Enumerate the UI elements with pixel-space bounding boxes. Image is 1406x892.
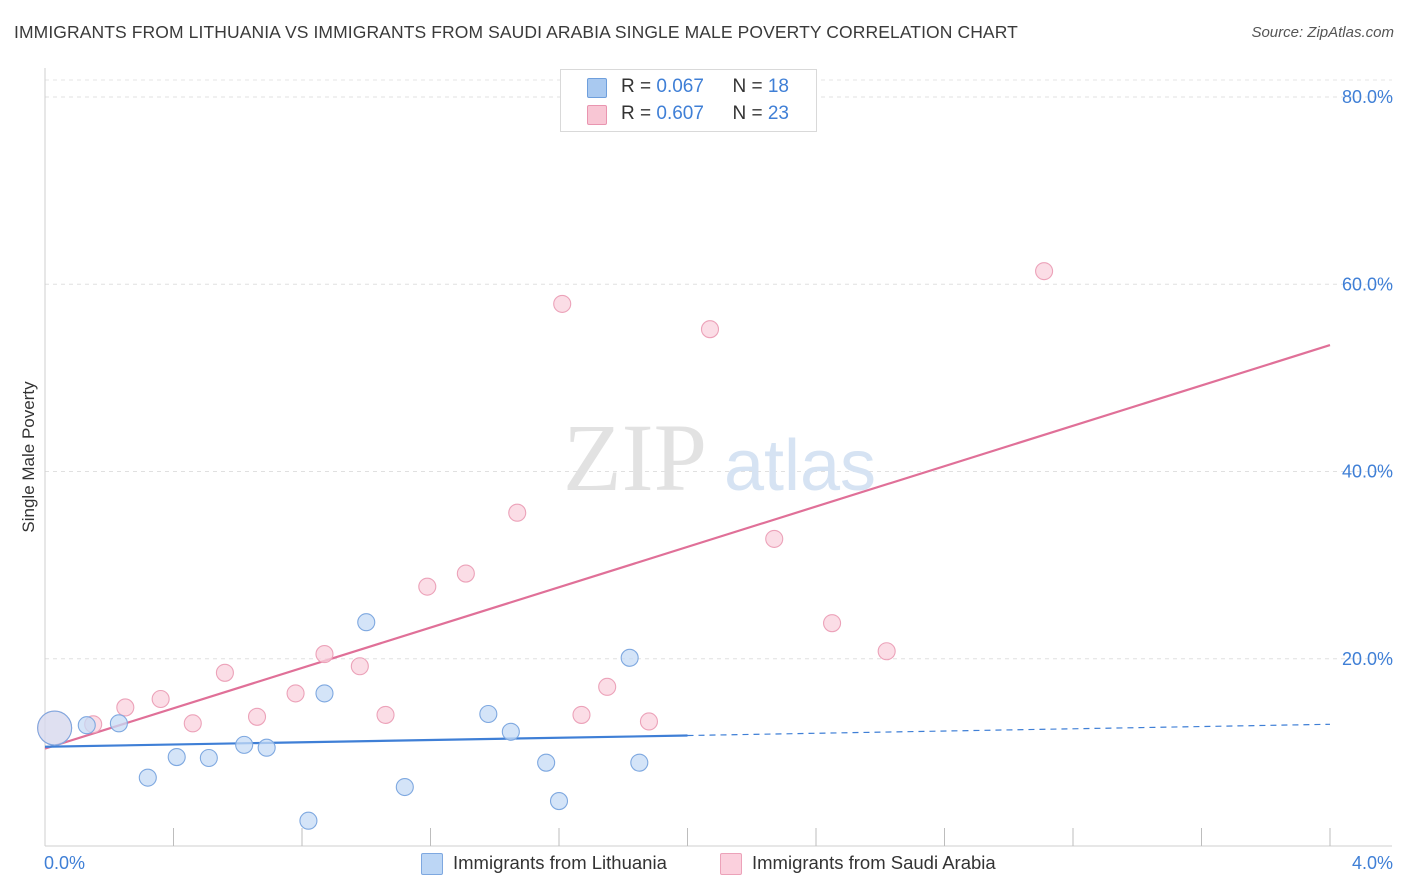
grid-lines: [45, 79, 1392, 660]
trend-line-saudi-arabia: [44, 344, 1331, 750]
legend-n-label: N =: [732, 76, 768, 97]
y-tick-labels: 20.0% 40.0% 60.0% 80.0%: [1342, 87, 1393, 669]
y-tick-label: 20.0%: [1342, 649, 1393, 669]
point-saudi-arabia: [376, 705, 395, 724]
y-tick-label: 40.0%: [1342, 462, 1393, 482]
point-saudi-arabia: [572, 705, 591, 724]
point-saudi-arabia: [183, 714, 202, 733]
bottom-legend-swatch-saudi-arabia: [720, 853, 742, 875]
point-lithuania: [630, 753, 649, 772]
point-lithuania: [299, 811, 318, 830]
trend-line-lithuania-extrapolated: [687, 723, 1331, 737]
point-lithuania: [37, 710, 73, 746]
point-lithuania: [549, 792, 569, 811]
x-tick-label-min: 0.0%: [44, 853, 85, 873]
point-saudi-arabia: [553, 294, 572, 313]
point-lithuania: [235, 735, 254, 754]
watermark-zip: ZIP: [563, 404, 707, 511]
point-saudi-arabia: [700, 320, 720, 339]
point-saudi-arabia: [418, 577, 437, 596]
point-saudi-arabia: [247, 707, 267, 726]
point-saudi-arabia: [286, 684, 305, 703]
point-lithuania: [167, 748, 186, 767]
point-lithuania: [109, 714, 128, 733]
legend-r-value-saudi-arabia: 0.607: [656, 103, 704, 124]
x-tick-labels: 0.0% 4.0%: [44, 853, 1393, 873]
legend-r-label: R =: [621, 76, 657, 97]
point-saudi-arabia: [823, 614, 842, 633]
point-lithuania: [257, 738, 276, 757]
legend-r-value-lithuania: 0.067: [656, 76, 704, 97]
point-saudi-arabia: [877, 642, 896, 661]
axes: [44, 68, 1392, 847]
point-lithuania: [77, 716, 96, 735]
point-lithuania: [357, 613, 376, 632]
point-lithuania: [479, 704, 498, 724]
point-lithuania: [138, 768, 157, 787]
correlation-legend: R = 0.067 N = 18 R = 0.607 N = 23: [560, 69, 817, 132]
data-points: [37, 262, 1054, 830]
bottom-legend-swatch-lithuania: [421, 853, 443, 875]
x-tick-label-max: 4.0%: [1352, 853, 1393, 873]
point-lithuania: [501, 722, 520, 741]
point-saudi-arabia: [350, 657, 369, 676]
point-lithuania: [537, 753, 556, 772]
point-saudi-arabia: [116, 698, 135, 717]
source-label: Source: ZipAtlas.com: [1251, 24, 1394, 41]
trend-line-lithuania: [44, 734, 688, 748]
point-lithuania: [199, 748, 218, 768]
point-saudi-arabia: [456, 564, 475, 583]
point-saudi-arabia: [1035, 262, 1054, 281]
point-saudi-arabia: [151, 689, 170, 709]
legend-swatch-lithuania: [587, 78, 607, 98]
chart-title: IMMIGRANTS FROM LITHUANIA VS IMMIGRANTS …: [14, 22, 1018, 42]
y-tick-label: 80.0%: [1342, 87, 1393, 107]
legend-r-label: R =: [621, 103, 657, 124]
legend-n-value-saudi-arabia: 23: [767, 103, 789, 124]
point-saudi-arabia: [598, 677, 617, 696]
point-lithuania: [395, 777, 414, 797]
trend-lines: [44, 344, 1331, 750]
legend-n-label: N =: [732, 103, 768, 124]
point-lithuania: [620, 648, 639, 667]
point-saudi-arabia: [215, 663, 234, 682]
point-saudi-arabia: [315, 645, 334, 664]
point-saudi-arabia: [508, 503, 527, 522]
point-lithuania: [315, 684, 334, 703]
bottom-legend-label-lithuania: Immigrants from Lithuania: [453, 852, 667, 873]
legend-swatch-saudi-arabia: [587, 105, 607, 125]
watermark-atlas: atlas: [724, 426, 876, 506]
watermark: ZIP atlas: [563, 404, 876, 511]
y-axis-label: Single Male Poverty: [19, 381, 38, 533]
bottom-legend-label-saudi-arabia: Immigrants from Saudi Arabia: [752, 852, 996, 873]
point-saudi-arabia: [765, 529, 784, 548]
y-tick-label: 60.0%: [1342, 274, 1393, 294]
point-saudi-arabia: [639, 712, 659, 731]
legend-n-value-lithuania: 18: [767, 76, 789, 97]
